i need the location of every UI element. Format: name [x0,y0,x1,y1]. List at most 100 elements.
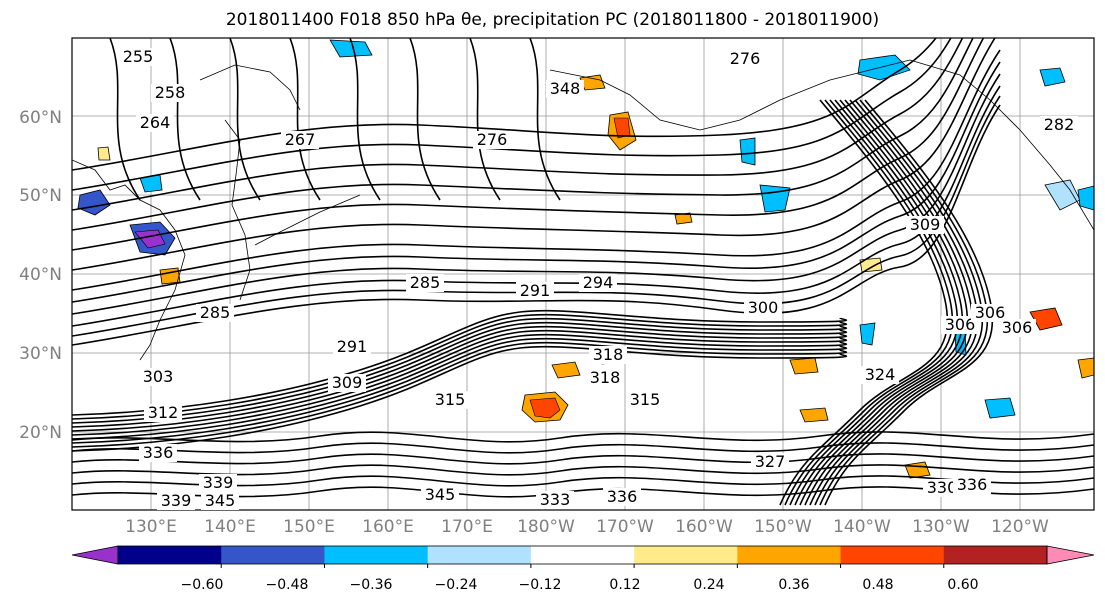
contour-label-background [744,299,782,317]
contour-line [72,38,985,251]
contour-label-background [751,453,789,471]
colorbar-extend-low [71,545,119,565]
contour-label-background [536,491,574,509]
contour-line [72,325,848,432]
contour-line [409,38,441,201]
contour-label-background [953,476,991,494]
lon-label: 160°W [675,517,733,537]
contour-line [169,38,201,201]
latitude-labels: 60°N 50°N 40°N 30°N 20°N [19,108,62,443]
contour-line [72,313,848,420]
contour-line [789,99,958,506]
colorbar-tick: −0.36 [350,577,393,593]
colorbar-segment [221,546,325,564]
contour-label: 318 [593,345,624,364]
lon-label: 170°E [441,517,493,537]
contour-label-background [119,48,157,66]
contour-label: 258 [155,83,186,102]
colorbar-segment [324,546,429,564]
contour-line [72,453,1094,465]
contour-label: 306 [945,315,976,334]
contour-label: 309 [332,373,363,392]
contour-label: 285 [410,273,441,292]
colorbar-tick-labels: −0.60 −0.48 −0.36 −0.24 −0.12 0.12 0.24 … [181,577,979,593]
contour-line [72,104,1001,346]
contour-label-background [923,479,961,497]
contour-line [349,38,381,201]
colorbar-segment [530,546,635,564]
colorbar-segment [118,546,222,564]
contour-line [289,38,321,201]
colorbar-tick: 0.24 [693,577,724,593]
contour-label-background [906,216,944,234]
contour-line [814,99,983,506]
lon-label: 150°E [283,517,335,537]
contour-line [72,464,1094,476]
colorbar-frame [117,545,1048,565]
colorbar-segment [943,546,1048,564]
colorbar-tick: 0.60 [947,577,978,593]
contour-line [529,38,561,201]
contour-line [72,442,1094,454]
contour-line [72,475,1094,487]
contour-label: 255 [123,47,154,66]
contour-line [784,99,953,506]
contour-label: 306 [975,303,1006,322]
contour-label-background [196,304,234,322]
contour-line [799,99,968,506]
lat-label: 50°N [19,186,62,206]
contour-line [72,38,964,211]
contour-label: 330 [927,478,958,497]
contour-label-background [406,274,444,292]
contour-label: 339 [203,473,234,492]
contour-label-background [151,84,189,102]
colorbar-extend-high [1046,545,1095,565]
contour-line [824,99,993,506]
contour-line [72,95,1001,337]
contour-label-background [201,492,239,510]
contour-label-background [144,404,182,422]
contour-line [469,38,501,201]
contour-label: 276 [477,130,508,149]
map-frame [71,37,1095,511]
map-title: 2018011400 F018 850 hPa θe, precipitatio… [225,10,880,30]
contour-label: 267 [285,130,316,149]
contour-label: 291 [520,281,551,300]
contour-label: 333 [540,490,571,509]
contour-line [72,38,974,231]
contour-label-background [586,369,624,387]
lon-label: 130°E [125,517,177,537]
contour-label-background [139,368,177,386]
contour-label: 282 [1044,115,1075,134]
contour-label-background [546,80,584,98]
colorbar-segment [840,546,945,564]
contour-label-background [603,488,641,506]
contour-line [72,38,996,271]
contour-label: 345 [425,485,456,504]
contour-line [72,38,952,191]
lon-label: 170°W [596,517,654,537]
contour-line [229,38,261,201]
lat-label: 60°N [19,108,62,128]
contour-label-background [998,319,1036,337]
contour-label: 306 [1002,318,1033,337]
lon-label: 130°W [912,517,970,537]
lon-label: 140°E [204,517,256,537]
lon-label: 120°W [991,517,1049,537]
contour-label: 309 [910,215,941,234]
contour-label-background [589,346,627,364]
coastlines [72,59,1094,361]
contour-label: 318 [590,368,621,387]
contour-line [72,309,848,416]
colorbar-tick: −0.60 [181,577,224,593]
contour-label-background [579,274,617,292]
contour-line [72,345,848,452]
lon-label: 180°W [517,517,575,537]
contour-line [72,317,848,424]
contour-label-background [139,444,177,462]
colorbar-tick: 0.36 [778,577,809,593]
contour-label-background [626,391,664,409]
contour-label: 276 [730,49,761,68]
contour-label-background [421,486,459,504]
